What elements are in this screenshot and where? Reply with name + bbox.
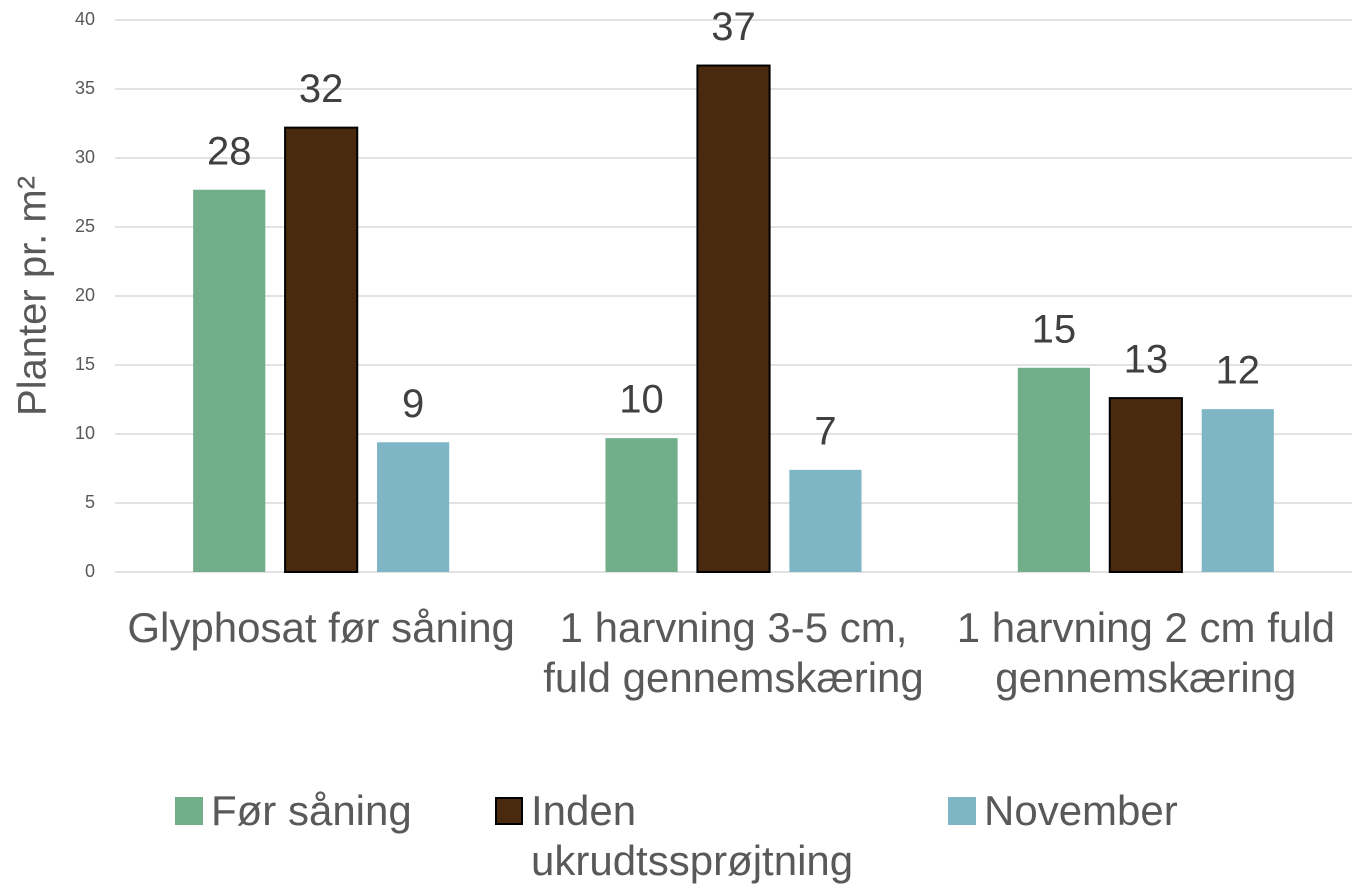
y-axis-title: Planter pr. m² (11, 176, 55, 416)
legend-label: November (984, 787, 1178, 834)
data-label: 28 (207, 129, 252, 173)
bar (789, 469, 862, 572)
legend-item: Før såning (175, 786, 475, 836)
bar (377, 442, 450, 572)
legend-swatch (948, 797, 976, 825)
y-tick-label: 0 (85, 561, 95, 581)
data-label: 7 (814, 409, 836, 453)
legend-swatch (175, 797, 203, 825)
data-label: 9 (402, 382, 424, 426)
legend-item: November (948, 786, 1248, 836)
data-label: 37 (711, 5, 756, 49)
x-tick-label: 1 harvning 3-5 cm, fuld gennemskæring (543, 604, 924, 701)
y-tick-label: 35 (75, 78, 95, 98)
data-label: 12 (1216, 349, 1261, 393)
legend-swatch (495, 797, 523, 825)
legend-label: Inden ukrudtssprøjtning (531, 787, 854, 884)
x-tick-label: 1 harvning 2 cm fuld gennemskæring (956, 604, 1335, 701)
x-tick-label: Glyphosat før såning (127, 604, 515, 651)
data-label: 32 (299, 67, 344, 111)
y-tick-label: 10 (75, 423, 95, 443)
bar (284, 126, 359, 573)
y-tick-label: 30 (75, 147, 95, 167)
bar (696, 64, 771, 573)
bar (1201, 409, 1274, 572)
bar (605, 438, 678, 572)
data-label: 13 (1124, 338, 1169, 382)
data-label: 15 (1032, 307, 1077, 351)
bar (193, 189, 266, 573)
bar (1108, 397, 1183, 573)
y-tick-label: 5 (85, 492, 95, 512)
legend-item: Inden ukrudtssprøjtning (495, 786, 915, 886)
y-tick-label: 20 (75, 285, 95, 305)
y-tick-label: 25 (75, 216, 95, 236)
y-tick-label: 15 (75, 354, 95, 374)
data-label: 10 (619, 378, 664, 422)
legend-label: Før såning (211, 787, 412, 834)
y-tick-label: 40 (75, 9, 95, 29)
bar (1017, 367, 1090, 572)
